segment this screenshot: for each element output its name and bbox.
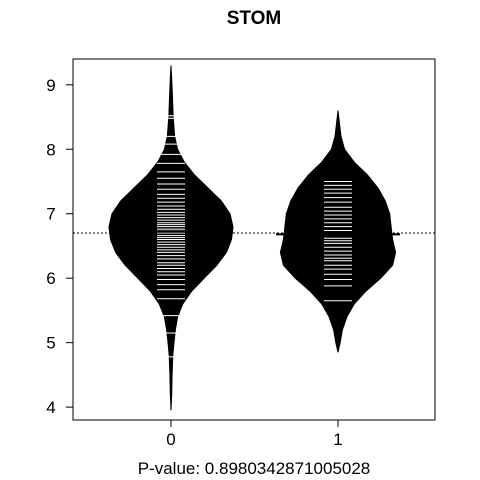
bean-1 (279, 110, 397, 353)
x-tick-label: 0 (166, 430, 175, 449)
y-tick-label: 9 (46, 76, 55, 95)
y-tick-label: 4 (46, 398, 55, 417)
y-tick-label: 7 (46, 205, 55, 224)
y-tick-label: 8 (46, 140, 55, 159)
chart-title: STOM (227, 8, 282, 29)
y-axis: 4 5 6 7 8 9 (46, 76, 74, 417)
y-tick-label: 6 (46, 269, 55, 288)
x-tick-label: 1 (333, 430, 342, 449)
y-tick-label: 5 (46, 334, 55, 353)
bean-group (73, 65, 435, 411)
x-axis-label: P-value: 0.8980342871005028 (138, 459, 371, 478)
